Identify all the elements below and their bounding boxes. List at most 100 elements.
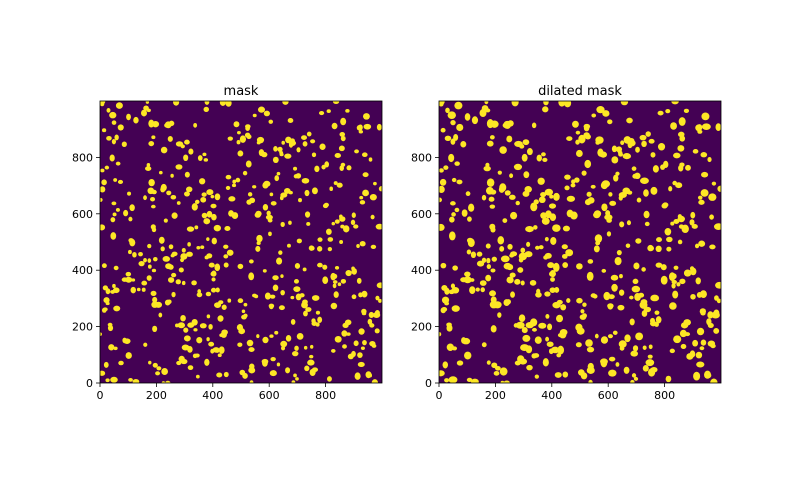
- mask-blob: [575, 139, 580, 145]
- mask-blob: [594, 234, 603, 243]
- mask-blob: [634, 292, 641, 301]
- mask-blob: [228, 196, 236, 202]
- mask-blob: [600, 358, 608, 368]
- mask-blob: [332, 283, 337, 289]
- mask-blob: [607, 119, 613, 125]
- mask-blobs: [439, 101, 721, 383]
- mask-blob: [371, 379, 379, 383]
- mask-blob: [616, 249, 622, 256]
- mask-blob: [278, 305, 285, 311]
- mask-blob: [302, 267, 307, 272]
- mask-blob: [507, 243, 513, 250]
- mask-blob: [489, 204, 496, 209]
- mask-blob: [104, 165, 110, 170]
- mask-blob: [111, 201, 117, 206]
- mask-blob: [255, 245, 261, 252]
- mask-blob: [440, 262, 447, 269]
- mask-blob: [101, 263, 107, 269]
- mask-blob: [242, 372, 248, 379]
- mask-blob: [147, 243, 152, 249]
- mask-blob: [639, 134, 647, 141]
- mask-blob: [141, 287, 146, 292]
- mask-blob: [347, 353, 354, 360]
- mask-blob: [322, 264, 328, 270]
- mask-blob: [108, 344, 115, 351]
- mask-blob: [444, 135, 452, 142]
- mask-blob: [127, 191, 132, 196]
- mask-blob: [206, 237, 210, 242]
- x-tick-label: 0: [436, 389, 443, 402]
- mask-blob: [191, 318, 198, 326]
- mask-blob: [497, 170, 502, 175]
- mask-blob: [454, 101, 463, 110]
- mask-blob: [678, 164, 684, 172]
- mask-blob: [353, 224, 359, 229]
- mask-blob: [631, 373, 637, 378]
- mask-blob: [280, 221, 285, 227]
- x-tick-label: 600: [259, 389, 280, 402]
- mask-blob: [623, 366, 630, 374]
- mask-blob: [208, 323, 213, 330]
- mask-blob: [165, 263, 172, 270]
- mask-blob: [274, 330, 279, 335]
- mask-blob: [248, 367, 256, 374]
- mask-blob: [186, 226, 195, 232]
- mask-blob: [244, 132, 251, 138]
- mask-blob: [361, 152, 368, 158]
- mask-blob: [640, 177, 649, 185]
- mask-blob: [471, 116, 479, 125]
- mask-blob: [561, 244, 568, 250]
- mask-blob: [171, 291, 176, 298]
- mask-blob: [642, 345, 647, 350]
- mask-blob: [202, 152, 207, 157]
- mask-blob: [117, 179, 124, 185]
- mask-blob: [102, 285, 109, 291]
- mask-blob: [353, 340, 359, 347]
- mask-blob: [332, 101, 340, 104]
- mask-blob: [218, 346, 225, 354]
- mask-blob: [208, 341, 215, 347]
- mask-blob: [566, 136, 573, 142]
- mask-blob: [526, 148, 533, 156]
- mask-blob: [634, 172, 641, 180]
- mask-blob: [538, 245, 544, 250]
- mask-blob: [524, 186, 532, 193]
- mask-blob: [258, 149, 265, 157]
- mask-blob: [370, 214, 375, 220]
- mask-blob: [111, 120, 117, 125]
- mask-blob: [603, 291, 611, 301]
- mask-blob: [317, 237, 323, 242]
- mask-blob: [526, 241, 531, 247]
- mask-blob: [145, 166, 152, 171]
- mask-blob: [515, 200, 520, 206]
- mask-blob: [191, 280, 197, 286]
- mask-blob: [158, 236, 165, 244]
- mask-blob: [289, 138, 295, 143]
- mask-blob: [640, 299, 648, 305]
- mask-blob: [549, 194, 554, 199]
- mask-blob: [293, 373, 297, 378]
- mask-blob: [205, 291, 212, 297]
- mask-blob: [500, 380, 505, 383]
- mask-blob: [316, 246, 323, 252]
- mask-blob: [101, 307, 107, 313]
- mask-blob: [587, 197, 595, 204]
- mask-blob: [491, 362, 498, 369]
- mask-blob: [264, 292, 271, 300]
- mask-blob: [522, 139, 530, 146]
- x-tick-label: 200: [146, 389, 167, 402]
- mask-blob: [225, 174, 232, 180]
- mask-blob: [520, 247, 526, 254]
- mask-blob: [535, 245, 540, 250]
- mask-blob: [306, 222, 311, 226]
- mask-blob: [100, 370, 106, 376]
- mask-blob: [110, 376, 118, 383]
- mask-blob: [506, 135, 513, 143]
- mask-blob: [596, 106, 605, 114]
- mask-blob: [129, 204, 135, 212]
- mask-blob: [231, 183, 237, 188]
- mask-blob: [356, 277, 362, 284]
- mask-blob: [354, 149, 359, 154]
- mask-blob: [451, 212, 456, 217]
- mask-blob: [243, 302, 248, 307]
